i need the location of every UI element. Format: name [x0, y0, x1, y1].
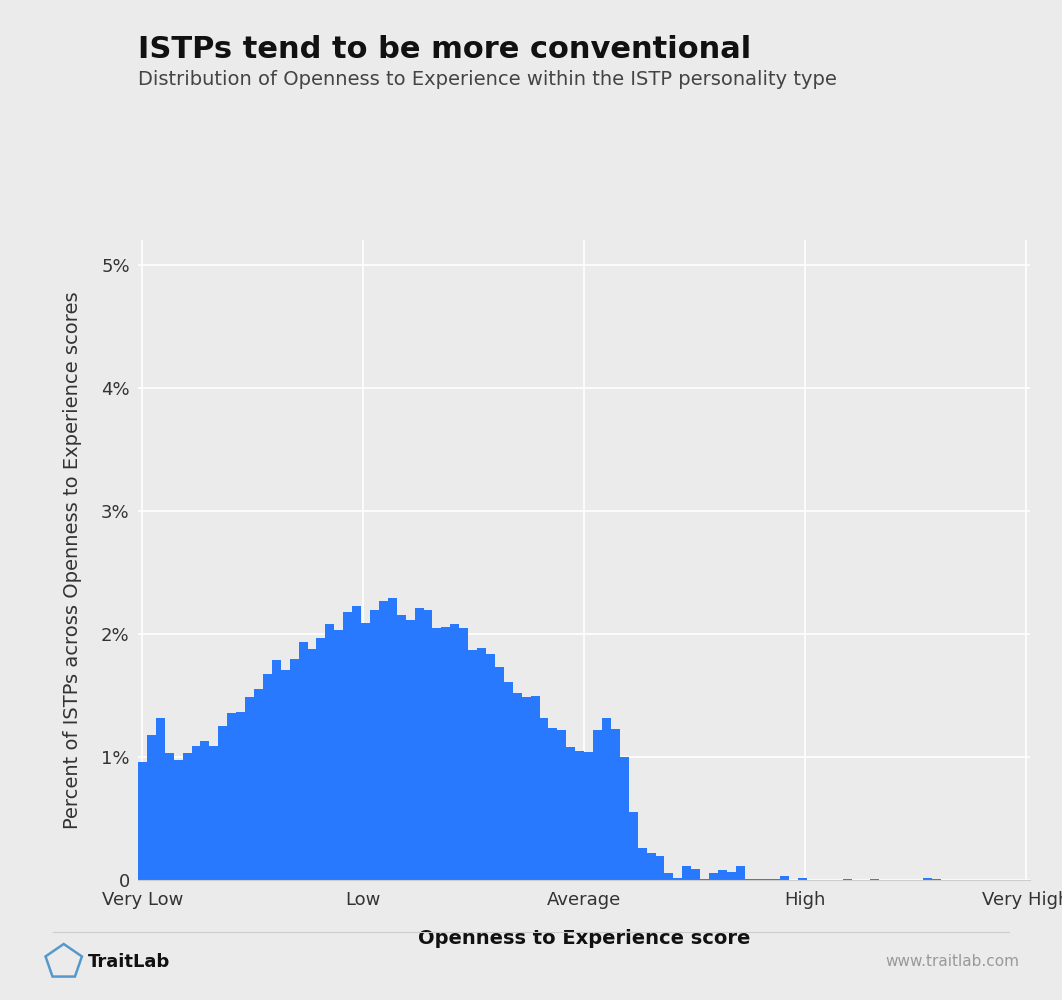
Bar: [201, 741, 209, 880]
Bar: [620, 757, 629, 880]
Bar: [531, 696, 539, 880]
Bar: [138, 762, 147, 880]
Bar: [726, 872, 736, 880]
Bar: [209, 746, 219, 880]
Bar: [655, 856, 665, 880]
Bar: [691, 869, 700, 880]
Bar: [602, 718, 611, 880]
Bar: [174, 760, 183, 880]
Bar: [665, 873, 673, 880]
Bar: [718, 870, 726, 880]
Bar: [254, 689, 263, 880]
Bar: [539, 718, 548, 880]
Bar: [781, 876, 789, 880]
Bar: [548, 728, 558, 880]
Bar: [298, 642, 308, 880]
X-axis label: Openness to Experience score: Openness to Experience score: [418, 929, 750, 948]
Bar: [736, 866, 744, 880]
Bar: [468, 650, 477, 880]
Bar: [272, 660, 280, 880]
Bar: [495, 667, 503, 880]
Bar: [513, 693, 521, 880]
Bar: [156, 718, 165, 880]
Bar: [486, 654, 495, 880]
Bar: [183, 753, 191, 880]
Bar: [584, 752, 593, 880]
Bar: [227, 713, 236, 880]
Bar: [353, 606, 361, 880]
Bar: [316, 638, 325, 880]
Bar: [361, 623, 370, 880]
Text: TraitLab: TraitLab: [88, 953, 170, 971]
Bar: [335, 630, 343, 880]
Bar: [414, 608, 424, 880]
Bar: [388, 598, 397, 880]
Bar: [397, 615, 406, 880]
Bar: [477, 648, 486, 880]
Bar: [343, 612, 353, 880]
Bar: [503, 682, 513, 880]
Bar: [459, 628, 468, 880]
Bar: [611, 729, 620, 880]
Bar: [245, 697, 254, 880]
Bar: [325, 624, 335, 880]
Bar: [450, 624, 459, 880]
Bar: [566, 747, 576, 880]
Text: www.traitlab.com: www.traitlab.com: [886, 954, 1020, 970]
Bar: [424, 610, 432, 880]
Bar: [799, 878, 807, 880]
Bar: [290, 659, 298, 880]
Bar: [280, 670, 290, 880]
Bar: [629, 812, 637, 880]
Bar: [263, 674, 272, 880]
Bar: [147, 735, 156, 880]
Bar: [308, 649, 316, 880]
Bar: [370, 610, 379, 880]
Bar: [442, 627, 450, 880]
Bar: [647, 853, 655, 880]
Bar: [236, 712, 245, 880]
Bar: [682, 866, 691, 880]
Bar: [576, 751, 584, 880]
Bar: [709, 873, 718, 880]
Bar: [593, 730, 602, 880]
Bar: [165, 753, 174, 880]
Bar: [219, 726, 227, 880]
Bar: [637, 848, 647, 880]
Bar: [932, 879, 941, 880]
Text: Distribution of Openness to Experience within the ISTP personality type: Distribution of Openness to Experience w…: [138, 70, 837, 89]
Bar: [406, 620, 414, 880]
Bar: [923, 878, 932, 880]
Text: ISTPs tend to be more conventional: ISTPs tend to be more conventional: [138, 35, 751, 64]
Bar: [191, 746, 201, 880]
Bar: [673, 878, 682, 880]
Bar: [558, 730, 566, 880]
Y-axis label: Percent of ISTPs across Openness to Experience scores: Percent of ISTPs across Openness to Expe…: [63, 291, 82, 829]
Bar: [432, 628, 442, 880]
Bar: [521, 697, 531, 880]
Bar: [379, 601, 388, 880]
